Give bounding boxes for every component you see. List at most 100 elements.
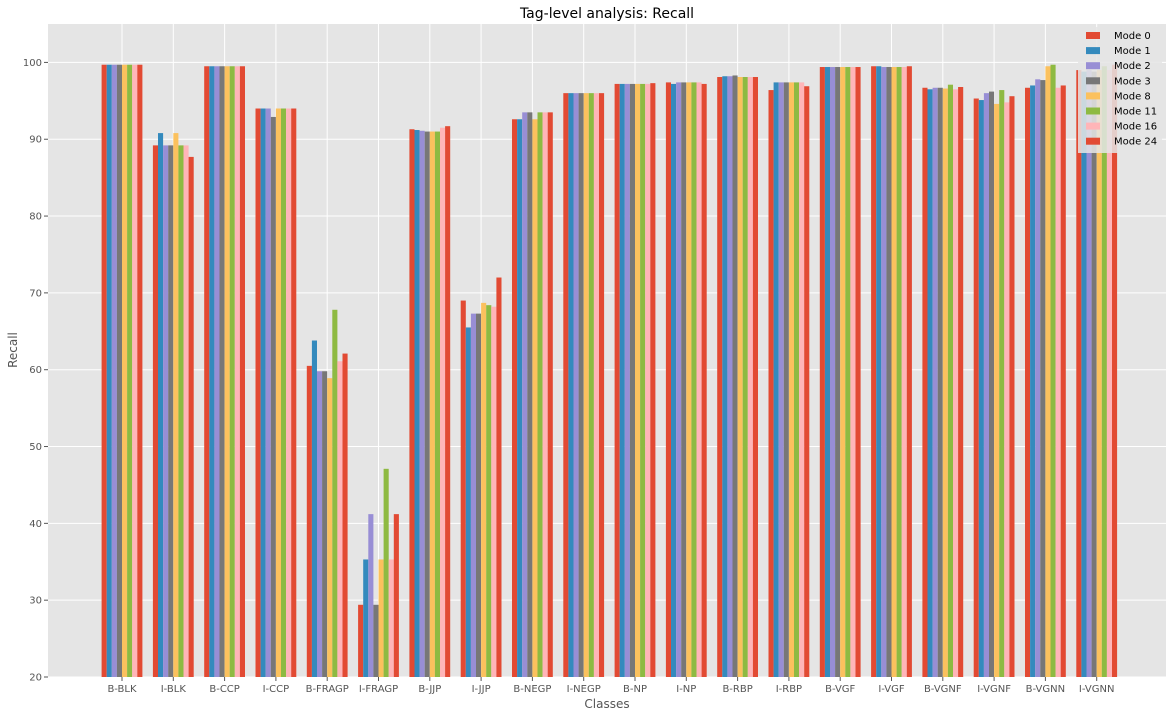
bar-mode-0-i-ccp	[255, 108, 261, 677]
legend-label: Mode 11	[1114, 107, 1157, 118]
bar-mode-8-i-fragp	[378, 559, 384, 677]
bar-mode-3-i-fragp	[373, 604, 379, 677]
x-tick-label: B-VGNN	[1026, 684, 1065, 695]
bar-mode-2-i-jjp	[470, 313, 476, 677]
bar-mode-1-i-ccp	[260, 108, 266, 677]
bar-mode-3-b-blk	[116, 64, 122, 678]
bar-mode-8-i-vgnn	[1096, 70, 1102, 678]
x-tick-label: I-NP	[676, 684, 696, 695]
bar-mode-2-i-fragp	[368, 514, 374, 677]
bar-mode-8-b-rbp	[737, 77, 743, 677]
y-tick-label: 60	[29, 365, 42, 376]
bar-mode-2-b-fragp	[317, 371, 323, 677]
legend-label: Mode 3	[1114, 76, 1151, 87]
legend-swatch	[1086, 92, 1100, 100]
bar-mode-2-i-np	[676, 82, 682, 677]
legend-label: Mode 24	[1114, 137, 1157, 148]
bar-mode-16-b-ccp	[234, 66, 240, 677]
legend: Mode 0 Mode 1 Mode 2 Mode 3 Mode 8 Mode 11 Mod…	[1078, 27, 1162, 153]
bar-mode-2-i-blk	[163, 145, 169, 677]
bar-mode-16-b-rbp	[747, 77, 753, 677]
bar-mode-8-i-vgf	[891, 67, 897, 677]
bar-mode-16-b-negp	[542, 112, 548, 678]
bar-mode-3-b-ccp	[219, 66, 225, 677]
bar-mode-0-b-blk	[101, 64, 107, 678]
bar-mode-0-b-negp	[512, 119, 518, 677]
legend-swatch	[1086, 122, 1100, 130]
bar-mode-0-i-jjp	[460, 300, 466, 677]
bar-mode-16-i-vgnn	[1106, 70, 1112, 678]
y-ticks: 20 30 40 50 60 70 80 90 100	[23, 58, 48, 684]
x-tick-label: I-RBP	[776, 684, 802, 695]
y-tick-label: 90	[29, 135, 42, 146]
bar-mode-2-b-negp	[522, 112, 528, 678]
bar-mode-8-i-negp	[583, 93, 589, 677]
bar-mode-1-b-negp	[517, 119, 523, 677]
bar-mode-16-i-ccp	[286, 108, 292, 677]
bar-mode-0-b-ccp	[204, 66, 210, 677]
bar-mode-24-b-vgf	[855, 67, 861, 677]
bar-mode-0-i-vgnf	[973, 98, 979, 677]
bar-mode-16-b-blk	[132, 64, 138, 678]
bar-mode-0-b-np	[614, 83, 620, 678]
y-axis-label: Recall	[6, 332, 20, 368]
bar-mode-1-b-jjp	[414, 130, 420, 677]
legend-label: Mode 16	[1114, 122, 1157, 133]
bar-mode-11-b-negp	[537, 112, 543, 678]
bar-mode-8-b-ccp	[224, 66, 230, 677]
bar-mode-11-i-fragp	[383, 468, 389, 677]
y-tick-label: 80	[29, 212, 42, 223]
bar-mode-2-i-rbp	[778, 82, 784, 677]
bar-mode-16-i-vgf	[901, 67, 907, 677]
bar-mode-1-b-rbp	[722, 76, 728, 678]
bar-mode-8-b-vgf	[840, 67, 846, 677]
bar-mode-2-b-vgnf	[932, 87, 938, 677]
bar-mode-0-b-vgnf	[922, 87, 928, 677]
x-tick-label: B-JJP	[418, 684, 441, 695]
legend-swatch	[1086, 32, 1100, 39]
bar-mode-16-b-np	[645, 83, 651, 678]
bar-mode-8-i-blk	[173, 133, 179, 678]
bar-mode-0-i-fragp	[358, 604, 364, 677]
bar-mode-16-b-fragp	[337, 361, 343, 677]
bar-mode-11-b-ccp	[229, 66, 235, 677]
bar-mode-24-b-rbp	[752, 77, 758, 677]
bar-mode-2-i-negp	[573, 93, 579, 677]
bar-mode-16-i-vgnf	[1004, 102, 1010, 678]
bar-mode-8-b-blk	[122, 64, 128, 678]
bar-mode-24-i-ccp	[291, 108, 297, 677]
legend-label: Mode 0	[1114, 31, 1151, 42]
bar-mode-1-i-negp	[568, 93, 574, 677]
bar-mode-11-b-vgnf	[947, 84, 953, 677]
bar-mode-11-b-np	[640, 83, 646, 678]
chart-title: Tag-level analysis: Recall	[519, 6, 694, 22]
bar-mode-0-i-vgf	[871, 66, 877, 677]
legend-swatch	[1086, 62, 1100, 70]
bar-mode-0-i-blk	[152, 145, 158, 677]
bar-mode-3-b-vgf	[835, 67, 841, 677]
bar-mode-11-b-blk	[127, 64, 133, 678]
bar-mode-11-i-negp	[588, 93, 594, 677]
y-tick-label: 40	[29, 519, 42, 530]
bar-mode-2-b-np	[624, 83, 630, 678]
bar-mode-1-i-vgf	[876, 66, 882, 677]
x-tick-label: B-RBP	[722, 684, 752, 695]
bar-mode-24-i-jjp	[496, 277, 502, 677]
y-tick-label: 100	[23, 58, 42, 69]
bar-mode-24-i-negp	[599, 93, 605, 677]
bar-mode-0-i-vgnn	[1076, 70, 1082, 678]
x-tick-label: I-VGNN	[1079, 684, 1115, 695]
bar-mode-2-b-rbp	[727, 76, 733, 678]
bar-mode-3-i-blk	[168, 145, 174, 677]
bar-mode-11-b-rbp	[742, 77, 748, 677]
y-tick-label: 30	[29, 596, 42, 607]
bar-mode-24-i-blk	[188, 156, 194, 677]
bar-mode-16-i-fragp	[388, 559, 394, 677]
bar-mode-16-i-negp	[593, 93, 599, 677]
bar-mode-11-b-vgnn	[1050, 64, 1056, 678]
bar-mode-2-b-vgf	[830, 67, 836, 677]
bar-mode-8-b-negp	[532, 119, 538, 677]
x-tick-label: B-NP	[623, 684, 647, 695]
